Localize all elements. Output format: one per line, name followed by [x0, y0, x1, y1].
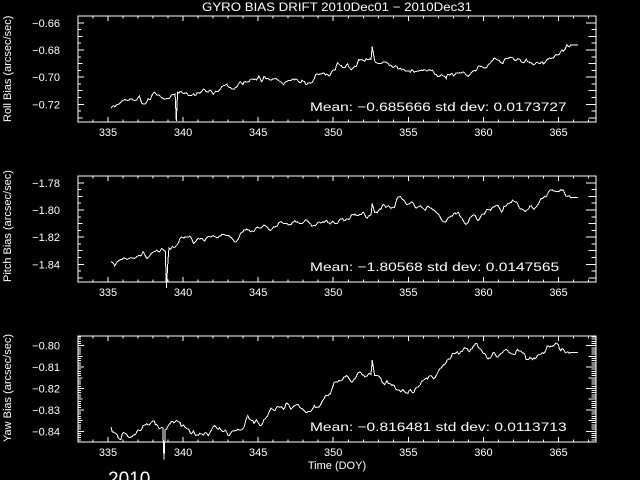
svg-text:350: 350 — [324, 127, 342, 139]
svg-text:−1.80: −1.80 — [32, 205, 60, 217]
svg-text:345: 345 — [249, 127, 267, 139]
svg-text:−0.68: −0.68 — [32, 45, 60, 57]
svg-text:−0.70: −0.70 — [32, 72, 60, 84]
svg-text:−0.81: −0.81 — [32, 362, 60, 374]
svg-text:345: 345 — [249, 447, 267, 459]
svg-text:360: 360 — [474, 127, 492, 139]
svg-text:365: 365 — [549, 127, 567, 139]
svg-text:Mean: −0.816481 std dev: 0.01: Mean: −0.816481 std dev: 0.0113713 — [310, 420, 567, 434]
svg-text:−0.66: −0.66 — [32, 18, 60, 30]
svg-text:−1.82: −1.82 — [32, 232, 60, 244]
svg-text:−0.82: −0.82 — [32, 384, 60, 396]
svg-text:355: 355 — [399, 127, 417, 139]
svg-text:−0.83: −0.83 — [32, 405, 60, 417]
svg-text:−1.78: −1.78 — [32, 178, 60, 190]
svg-text:350: 350 — [324, 447, 342, 459]
svg-text:345: 345 — [249, 287, 267, 299]
svg-text:−0.80: −0.80 — [32, 341, 60, 353]
svg-text:−0.84: −0.84 — [32, 426, 60, 438]
svg-text:355: 355 — [399, 447, 417, 459]
svg-text:340: 340 — [174, 447, 192, 459]
svg-text:365: 365 — [549, 287, 567, 299]
svg-text:335: 335 — [99, 287, 117, 299]
svg-text:360: 360 — [474, 287, 492, 299]
svg-text:335: 335 — [99, 127, 117, 139]
svg-text:350: 350 — [324, 287, 342, 299]
svg-text:2010: 2010 — [108, 469, 150, 480]
svg-text:Mean: −0.685666 std dev: 0.01: Mean: −0.685666 std dev: 0.0173727 — [310, 100, 567, 114]
svg-text:340: 340 — [174, 287, 192, 299]
svg-text:340: 340 — [174, 127, 192, 139]
svg-text:Time (DOY): Time (DOY) — [308, 460, 366, 472]
svg-text:355: 355 — [399, 287, 417, 299]
svg-text:Mean: −1.80568 std dev: 0.014: Mean: −1.80568 std dev: 0.0147565 — [310, 260, 559, 274]
svg-text:365: 365 — [549, 447, 567, 459]
svg-text:−0.72: −0.72 — [32, 99, 60, 111]
svg-text:360: 360 — [474, 447, 492, 459]
svg-text:−1.84: −1.84 — [32, 259, 60, 271]
svg-text:GYRO BIAS DRIFT 2010Dec01 − 20: GYRO BIAS DRIFT 2010Dec01 − 2010Dec31 — [202, 0, 472, 14]
svg-text:335: 335 — [99, 447, 117, 459]
